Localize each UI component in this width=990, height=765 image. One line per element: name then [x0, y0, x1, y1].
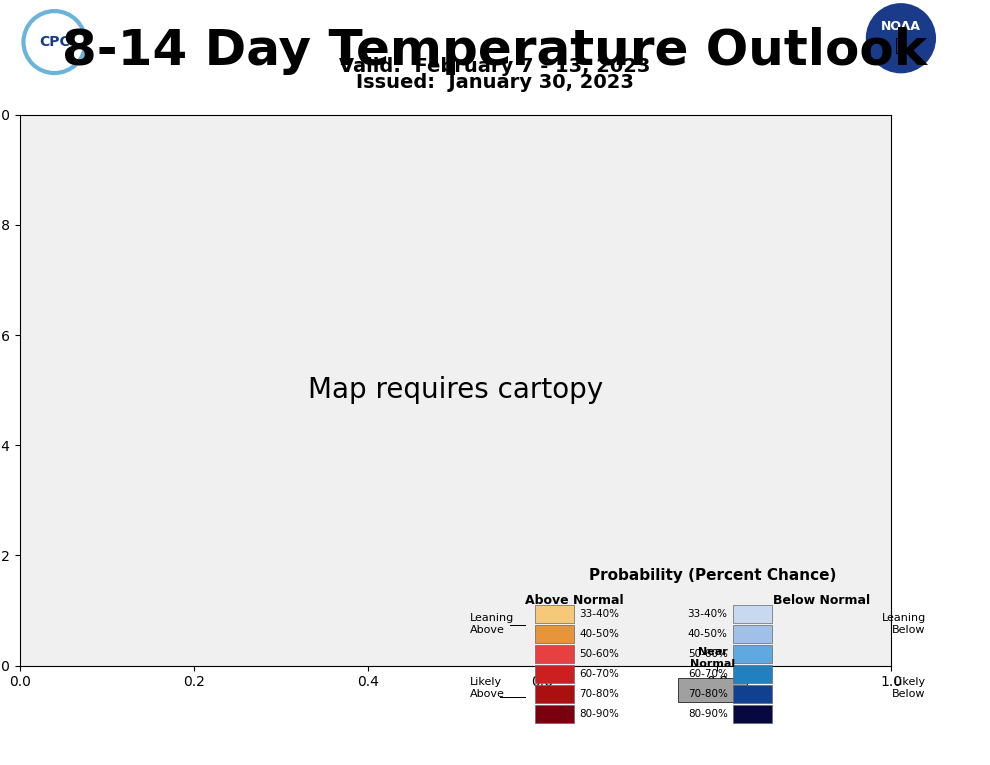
- Text: CPC: CPC: [39, 35, 70, 49]
- FancyBboxPatch shape: [535, 625, 574, 643]
- Text: 60-70%: 60-70%: [688, 669, 728, 679]
- FancyBboxPatch shape: [733, 705, 772, 722]
- Text: 40-50%: 40-50%: [688, 629, 728, 639]
- FancyBboxPatch shape: [733, 625, 772, 643]
- FancyBboxPatch shape: [733, 605, 772, 623]
- Text: Map requires cartopy: Map requires cartopy: [308, 376, 603, 404]
- FancyBboxPatch shape: [733, 645, 772, 662]
- Text: 33-40%: 33-40%: [579, 609, 619, 619]
- Text: Issued:  January 30, 2023: Issued: January 30, 2023: [356, 73, 634, 92]
- Text: Near
Normal: Near Normal: [690, 647, 736, 669]
- Text: Probability (Percent Chance): Probability (Percent Chance): [589, 568, 837, 584]
- Text: 40-50%: 40-50%: [579, 629, 619, 639]
- FancyBboxPatch shape: [535, 665, 574, 682]
- Text: 60-70%: 60-70%: [579, 669, 619, 679]
- Text: Likely
Below: Likely Below: [892, 677, 926, 698]
- Text: 50-60%: 50-60%: [579, 649, 619, 659]
- Text: Above Normal: Above Normal: [525, 594, 624, 607]
- FancyBboxPatch shape: [733, 665, 772, 682]
- Text: Likely
Above: Likely Above: [470, 677, 505, 698]
- FancyBboxPatch shape: [535, 605, 574, 623]
- Text: Below Normal: Below Normal: [773, 594, 870, 607]
- Text: 70-80%: 70-80%: [579, 688, 619, 698]
- Text: NOAA: NOAA: [881, 21, 921, 33]
- FancyBboxPatch shape: [678, 678, 747, 702]
- Text: 🌊: 🌊: [895, 37, 907, 55]
- Text: 80-90%: 80-90%: [579, 708, 619, 718]
- FancyBboxPatch shape: [733, 685, 772, 702]
- Text: Leaning
Above: Leaning Above: [470, 614, 515, 635]
- Text: Valid:  February 7 - 13, 2023: Valid: February 7 - 13, 2023: [340, 57, 650, 76]
- Text: 8-14 Day Temperature Outlook: 8-14 Day Temperature Outlook: [62, 27, 928, 75]
- Circle shape: [866, 4, 936, 73]
- Text: 70-80%: 70-80%: [688, 688, 728, 698]
- FancyBboxPatch shape: [535, 705, 574, 722]
- Text: Leaning
Below: Leaning Below: [881, 614, 926, 635]
- FancyBboxPatch shape: [535, 645, 574, 662]
- Text: 33-40%: 33-40%: [688, 609, 728, 619]
- Text: 50-60%: 50-60%: [688, 649, 728, 659]
- FancyBboxPatch shape: [535, 685, 574, 702]
- Text: 80-90%: 80-90%: [688, 708, 728, 718]
